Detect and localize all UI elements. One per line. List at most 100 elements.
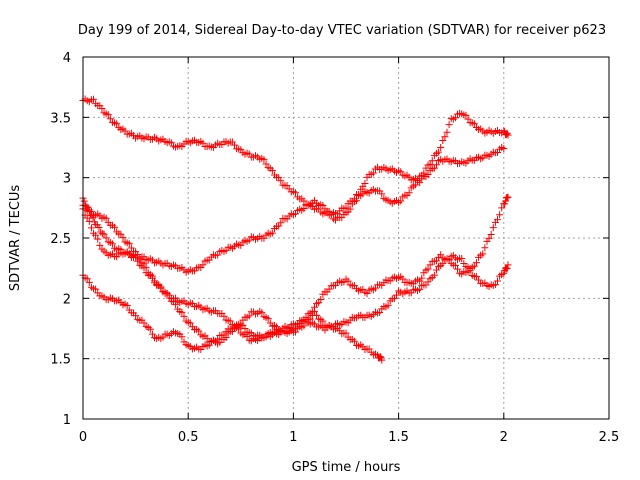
data-point [95,224,103,232]
data-point [500,145,508,153]
data-point [466,267,474,275]
data-point [108,240,116,248]
data-point [397,197,405,205]
data-point [432,257,440,265]
data-point [83,275,91,283]
data-point [344,277,352,285]
data-point [258,309,266,317]
data-point [199,261,207,269]
data-point [432,161,440,169]
y-tick-label: 3.5 [50,111,71,126]
y-tick-label: 1 [63,413,71,428]
data-series-5 [79,251,512,353]
data-point [327,211,335,219]
data-point [439,260,447,268]
data-point [500,269,508,277]
data-series-2 [79,144,508,276]
data-point [504,131,512,139]
grid [83,57,609,419]
data-point [313,311,321,319]
data-point [102,234,110,242]
data-point [85,217,93,225]
data-point [94,235,102,243]
data-point [146,325,154,333]
data-point [262,160,270,168]
data-point [90,95,98,103]
data-point [493,216,501,224]
data-point [496,211,504,219]
data-point [132,312,140,320]
data-point [346,205,354,213]
y-axis-label: SDTVAR / TECUs [8,185,23,292]
y-tick-label: 2.5 [50,232,71,247]
data-point [119,234,127,242]
plot-area [79,95,512,364]
data-point [230,141,238,149]
y-tick-label: 2 [63,292,71,307]
data-point [493,277,501,285]
data-point [157,284,165,292]
data-point [439,137,447,145]
data-point [424,171,432,179]
chart-title: Day 199 of 2014, Sidereal Day-to-day VTE… [78,23,606,38]
data-point [458,254,466,262]
data-point [87,208,95,216]
data-point [501,197,509,205]
x-tick-label: 1.5 [388,430,409,445]
data-point [369,169,377,177]
x-axis-label: GPS time / hours [292,460,401,475]
data-point [503,129,511,137]
data-point [123,301,131,309]
data-point [416,285,424,293]
data-point [106,115,114,123]
data-point [98,105,106,113]
data-point [424,265,432,273]
data-point [186,319,194,327]
data-point [451,262,459,270]
data-point [355,191,363,199]
data-point [472,259,480,267]
data-point [342,329,350,337]
data-series-1 [79,95,512,219]
data-point [178,308,186,316]
data-point [241,324,249,332]
data-point [148,274,156,282]
x-tick-label: 1 [289,430,297,445]
data-point [98,230,106,238]
data-point [441,133,449,141]
data-point [479,250,487,258]
data-point [454,265,462,273]
data-point [317,295,325,303]
data-point [430,271,438,279]
data-point [220,312,228,320]
data-point [470,120,478,128]
data-point [277,219,285,227]
data-point [178,333,186,341]
axis-ticks: 0 0.5 1 1.5 2 2.5 1 1.5 2 2.5 3 3.5 4 [50,51,619,445]
data-point [268,166,276,174]
data-point [245,312,253,320]
x-tick-label: 2 [500,430,508,445]
data-point [205,341,213,349]
y-tick-label: 3 [63,172,71,187]
data-point [273,323,281,331]
data-point [125,240,133,248]
data-point [435,148,443,156]
y-tick-label: 4 [63,51,71,66]
data-point [113,120,121,128]
data-point [392,291,400,299]
data-point [140,264,148,272]
data-point [102,214,110,222]
data-point [418,274,426,282]
data-point [319,317,327,325]
data-point [361,179,369,187]
data-point [148,330,156,338]
data-point [437,144,445,152]
data-point [485,234,493,242]
data-point [298,319,306,327]
data-point [411,181,419,189]
data-point [277,177,285,185]
data-point [376,309,384,317]
data-point [498,204,506,212]
data-point [264,315,272,323]
